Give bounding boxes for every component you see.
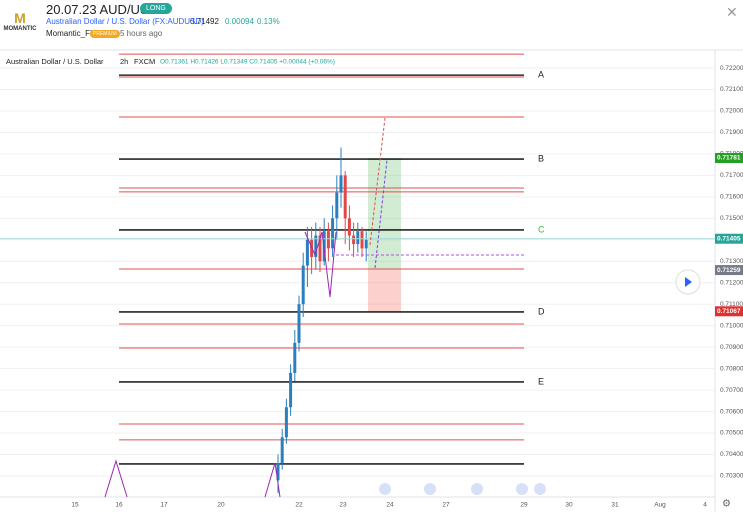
- candle-body: [335, 192, 339, 219]
- projection: [374, 159, 388, 269]
- level-label: C: [538, 224, 545, 234]
- candle-body: [352, 235, 356, 245]
- legend-ohlc: O0.71361 H0.71426 L0.71349 C0.71405 +0.0…: [160, 59, 335, 66]
- author-badge: PREMIUM: [90, 30, 120, 38]
- candle-body: [364, 239, 368, 249]
- x-tick-label: 30: [565, 502, 573, 509]
- y-tick-label: 0.71500: [720, 215, 743, 222]
- y-tick-label: 0.70300: [720, 473, 743, 480]
- price-label: 0.71781: [717, 155, 741, 162]
- candle-body: [289, 372, 293, 408]
- candle-body: [326, 231, 330, 249]
- price-label-bg: [715, 265, 743, 276]
- x-tick-label: 29: [520, 502, 528, 509]
- drawing: [104, 459, 128, 498]
- y-tick-label: 0.71600: [720, 194, 743, 201]
- candle-body: [280, 437, 284, 464]
- event-icon[interactable]: [424, 483, 436, 495]
- play-icon: [685, 277, 692, 287]
- close-button[interactable]: ✕: [726, 4, 738, 20]
- candle-body: [284, 407, 288, 438]
- author[interactable]: Momantic_FX: [46, 29, 96, 38]
- candle-body: [347, 218, 351, 236]
- target-zone: [368, 157, 401, 269]
- level-label: E: [538, 376, 544, 386]
- event-icon[interactable]: [379, 483, 391, 495]
- x-tick-label: 23: [339, 502, 347, 509]
- stop-zone: [368, 268, 401, 312]
- x-tick-label: 20: [217, 502, 225, 509]
- time: 5 hours ago: [120, 29, 163, 38]
- event-icon[interactable]: [534, 483, 546, 495]
- price-label: 0.71259: [717, 267, 741, 274]
- logo-box: M MOMANTIC: [3, 10, 37, 32]
- drawing: [264, 462, 281, 498]
- level-label: B: [538, 153, 544, 163]
- candle-body: [318, 235, 322, 262]
- level-label: D: [538, 306, 545, 316]
- title: 20.07.23 AUD/USD: [46, 2, 159, 17]
- y-tick-label: 0.71200: [720, 279, 743, 286]
- level-label: A: [538, 69, 544, 79]
- change-pct: 0.13%: [257, 17, 280, 26]
- price-label-bg: [715, 306, 743, 317]
- x-tick-label: 31: [611, 502, 619, 509]
- y-tick-label: 0.71300: [720, 258, 743, 265]
- y-tick-label: 0.70500: [720, 430, 743, 437]
- y-tick-label: 0.70400: [720, 451, 743, 458]
- x-tick-label: 17: [160, 502, 168, 509]
- drawing: [304, 231, 337, 298]
- y-tick-label: 0.71100: [720, 301, 743, 308]
- candle-body: [356, 231, 360, 245]
- x-tick-label: Aug: [654, 502, 666, 509]
- y-tick-label: 0.70700: [720, 387, 743, 394]
- projection: [369, 117, 386, 246]
- price-label-bg: [715, 233, 743, 244]
- badge[interactable]: LONG: [140, 3, 172, 14]
- logo: MOMANTIC: [3, 26, 37, 32]
- price-label: 0.71067: [717, 308, 741, 315]
- legend-interval: 2h: [120, 57, 128, 66]
- price: 0.71492: [190, 17, 219, 26]
- legend-source: FXCM: [134, 57, 155, 66]
- chart: Australian Dollar / U.S. Dollar 2h FXCM …: [0, 49, 743, 512]
- y-tick-label: 0.70900: [720, 344, 743, 351]
- candle-body: [297, 304, 301, 343]
- event-icon[interactable]: [516, 483, 528, 495]
- x-tick-label: 15: [71, 502, 79, 509]
- y-tick-label: 0.71700: [720, 172, 743, 179]
- candle-body: [331, 218, 335, 249]
- y-tick-label: 0.72000: [720, 108, 743, 115]
- candle-body: [339, 175, 343, 193]
- candle-body: [343, 175, 347, 219]
- x-tick-label: 16: [115, 502, 123, 509]
- y-tick-label: 0.72200: [720, 65, 743, 72]
- x-tick-label: 27: [442, 502, 450, 509]
- plot: 15 16 17 20 22 23 24 27 29 30 31 Aug 4 0.72200 0.72100…: [0, 53, 743, 509]
- settings-icon[interactable]: ⚙: [722, 499, 731, 510]
- price-label: 0.71405: [717, 235, 741, 242]
- symbol[interactable]: Australian Dollar / U.S. Dollar (FX:AUDU…: [46, 17, 204, 26]
- candle-body: [301, 265, 305, 305]
- y-tick-label: 0.71900: [720, 129, 743, 136]
- x-tick-label: 4: [703, 502, 707, 509]
- price-label-bg: [715, 152, 743, 163]
- x-tick-label: 22: [295, 502, 303, 509]
- x-tick-label: 24: [386, 502, 394, 509]
- candle-body: [305, 239, 309, 266]
- candle-body: [360, 231, 364, 249]
- candle-body: [276, 463, 280, 481]
- legend-name: Australian Dollar / U.S. Dollar: [6, 57, 104, 66]
- event-icon[interactable]: [471, 483, 483, 495]
- header: M MOMANTIC 20.07.23 AUD/USD LONG 0.71492 …: [0, 0, 743, 48]
- candle-body: [314, 235, 318, 257]
- change: 0.00094: [225, 17, 254, 26]
- y-tick-label: 0.70600: [720, 408, 743, 415]
- y-tick-label: 0.72100: [720, 86, 743, 93]
- candle-body: [293, 342, 297, 373]
- y-tick-label: 0.71000: [720, 322, 743, 329]
- y-tick-label: 0.70800: [720, 365, 743, 372]
